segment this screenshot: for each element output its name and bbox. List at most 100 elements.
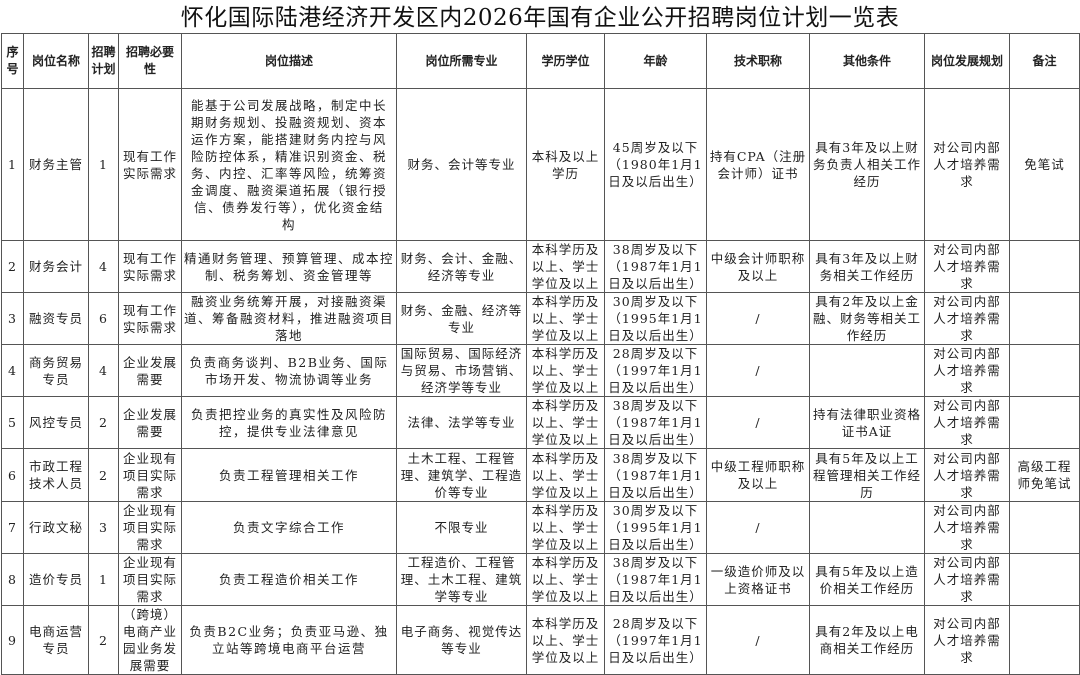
cell-description: 精通财务管理、预算管理、成本控制、税务筹划、资金管理等 [181,240,397,293]
cell-remarks [1009,240,1080,293]
cell-other-conditions: 具有3年及以上财务负责人相关工作经历 [809,88,925,241]
cell-other-conditions: 具有5年及以上造价相关工作经历 [809,553,925,606]
cell-major: 工程造价、工程管理、土木工程、建筑学等专业 [396,553,527,606]
header-index: 序号 [1,33,24,89]
cell-position-name: 市政工程技术人员 [23,448,89,502]
cell-position-name: 造价专员 [23,553,89,606]
cell-index: 3 [1,292,24,345]
table-row: 7 行政文秘 3 企业现有项目实际需求 负责文字综合工作 不限专业 本科学历及以上、学士学位… [1,501,1080,554]
cell-index: 6 [1,448,24,502]
header-necessity: 招聘必要性 [118,33,182,89]
cell-index: 7 [1,501,24,554]
cell-necessity: 企业发展需要 [118,396,182,449]
header-position-name: 岗位名称 [23,33,89,89]
header-education: 学历学位 [526,33,605,89]
cell-necessity: 企业现有项目实际需求 [118,501,182,554]
cell-position-name: 风控专员 [23,396,89,449]
cell-index: 4 [1,344,24,397]
cell-education: 本科学历及以上、学士学位及以上 [526,396,605,449]
header-major: 岗位所需专业 [396,33,527,89]
cell-headcount: 6 [88,292,119,345]
cell-age: 28周岁及以下（1997年1月1日及以后出生） [604,605,707,675]
cell-remarks [1009,553,1080,606]
cell-development-plan: 对公司内部人才培养需求 [924,605,1010,675]
cell-description: 负责工程管理相关工作 [181,448,397,502]
cell-description: 负责把控业务的真实性及风险防控，提供专业法律意见 [181,396,397,449]
cell-major: 财务、会计等专业 [396,88,527,241]
cell-description: 负责商务谈判、B2B业务、国际市场开发、物流协调等业务 [181,344,397,397]
cell-remarks: 免笔试 [1009,88,1080,241]
cell-headcount: 2 [88,605,119,675]
cell-headcount: 4 [88,240,119,293]
header-title-cert: 技术职称 [706,33,810,89]
table-row: 2 财务会计 4 现有工作实际需求 精通财务管理、预算管理、成本控制、税务筹划、资金管理… [1,240,1080,293]
cell-education: 本科学历及以上、学士学位及以上 [526,292,605,345]
table-header-row: 序号 岗位名称 招聘计划 招聘必要性 岗位描述 岗位所需专业 学历学位 年龄 技术职称 其他条件岗… [1,33,1080,89]
cell-major: 法律、法学等专业 [396,396,527,449]
cell-education: 本科学历及以上、学士学位及以上 [526,448,605,502]
cell-index: 1 [1,88,24,241]
cell-development-plan: 对公司内部人才培养需求 [924,88,1010,241]
cell-age: 30周岁及以下（1995年1月1日及以后出生） [604,501,707,554]
header-other-conditions: 其他条件 [809,33,925,89]
cell-title-cert: / [706,292,810,345]
cell-title-cert: 中级会计师职称及以上 [706,240,810,293]
cell-remarks: 高级工程师免笔试 [1009,448,1080,502]
cell-development-plan: 对公司内部人才培养需求 [924,448,1010,502]
cell-description: 融资业务统筹开展，对接融资渠道、筹备融资材料，推进融资项目落地 [181,292,397,345]
cell-necessity: （跨境）电商产业园业务发展需要 [118,605,182,675]
cell-other-conditions: 具有3年及以上财务相关工作经历 [809,240,925,293]
cell-other-conditions: 具有2年及以上电商相关工作经历 [809,605,925,675]
cell-position-name: 行政文秘 [23,501,89,554]
cell-necessity: 现有工作实际需求 [118,88,182,241]
cell-title-cert: 一级造价师及以上资格证书 [706,553,810,606]
table-row: 8 造价专员 1 企业现有项目实际需求 负责工程造价相关工作 工程造价、工程管理、土木工程… [1,553,1080,606]
cell-index: 9 [1,605,24,675]
cell-title-cert: / [706,344,810,397]
cell-education: 本科及以上学历 [526,88,605,241]
cell-development-plan: 对公司内部人才培养需求 [924,292,1010,345]
header-remarks: 备注 [1009,33,1080,89]
cell-education: 本科学历及以上、学士学位及以上 [526,605,605,675]
cell-age: 38周岁及以下（1987年1月1日及以后出生） [604,240,707,293]
table-row: 1 财务主管 1 现有工作实际需求 能基于公司发展战略，制定中长期财务规划、投融资规划、… [1,88,1080,241]
cell-other-conditions [809,501,925,554]
cell-remarks [1009,344,1080,397]
cell-index: 2 [1,240,24,293]
cell-remarks [1009,292,1080,345]
header-age: 年龄 [604,33,707,89]
cell-necessity: 企业现有项目实际需求 [118,553,182,606]
cell-index: 8 [1,553,24,606]
cell-development-plan: 对公司内部人才培养需求 [924,344,1010,397]
cell-position-name: 财务主管 [23,88,89,241]
cell-necessity: 现有工作实际需求 [118,240,182,293]
cell-other-conditions [809,344,925,397]
cell-description: 负责文字综合工作 [181,501,397,554]
cell-remarks [1009,605,1080,675]
cell-major: 财务、会计、金融、经济等专业 [396,240,527,293]
cell-title-cert: 持有CPA（注册会计师）证书 [706,88,810,241]
table-row: 9 电商运营专员 2 （跨境）电商产业园业务发展需要 负责B2C业务；负责亚马逊、独立站… [1,605,1080,675]
cell-other-conditions: 持有法律职业资格证书A证 [809,396,925,449]
cell-index: 5 [1,396,24,449]
cell-headcount: 4 [88,344,119,397]
cell-position-name: 融资专员 [23,292,89,345]
cell-major: 财务、金融、经济等专业 [396,292,527,345]
cell-education: 本科学历及以上、学士学位及以上 [526,553,605,606]
table-row: 3 融资专员 6 现有工作实际需求 融资业务统筹开展，对接融资渠道、筹备融资材料，推进融… [1,292,1080,345]
cell-major: 电子商务、视觉传达等专业 [396,605,527,675]
cell-age: 38周岁及以下（1987年1月1日及以后出生） [604,553,707,606]
page-title: 怀化国际陆港经济开发区内2026年国有企业公开招聘岗位计划一览表 [180,5,900,31]
cell-necessity: 现有工作实际需求 [118,292,182,345]
cell-education: 本科学历及以上、学士学位及以上 [526,344,605,397]
cell-description: 能基于公司发展战略，制定中长期财务规划、投融资规划、资本运作方案，能搭建财务内控… [181,88,397,241]
cell-education: 本科学历及以上、学士学位及以上 [526,501,605,554]
cell-necessity: 企业现有项目实际需求 [118,448,182,502]
cell-remarks [1009,396,1080,449]
cell-age: 30周岁及以下（1995年1月1日及以后出生） [604,292,707,345]
cell-major: 土木工程、工程管理、建筑学、工程造价等专业 [396,448,527,502]
cell-development-plan: 对公司内部人才培养需求 [924,501,1010,554]
cell-headcount: 1 [88,553,119,606]
cell-position-name: 财务会计 [23,240,89,293]
cell-other-conditions: 具有2年及以上金融、财务等相关工作经历 [809,292,925,345]
